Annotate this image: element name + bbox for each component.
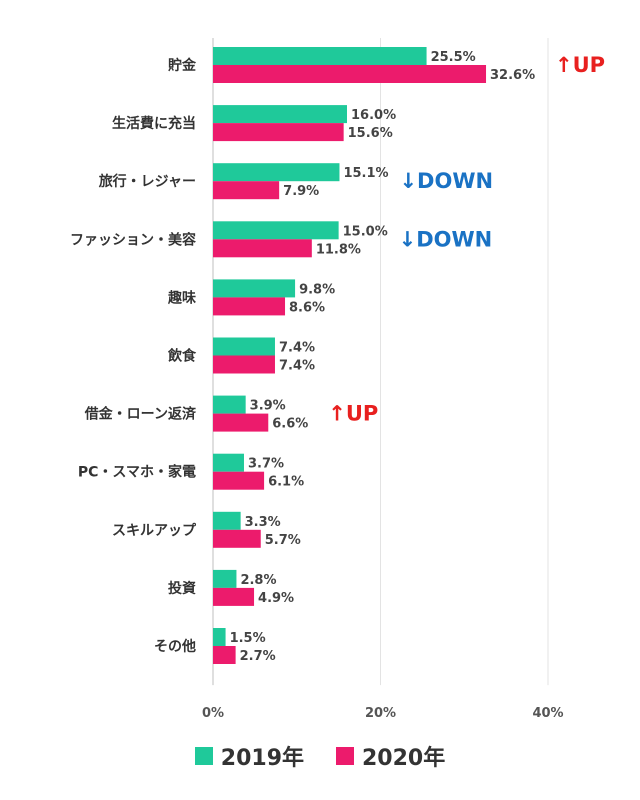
bar-2020年 (213, 413, 269, 432)
bar-2020年 (213, 471, 265, 490)
value-label: 2.8% (240, 573, 276, 588)
value-label: 3.7% (248, 457, 284, 472)
bar-2019年 (213, 105, 347, 124)
value-label: 7.4% (279, 341, 315, 356)
value-label: 32.6% (490, 68, 535, 83)
bar-2019年 (213, 453, 244, 472)
category-label: 投資 (168, 580, 196, 597)
value-label: 7.4% (279, 359, 315, 374)
legend-label-2019: 2019年 (220, 746, 304, 771)
x-tick-label: 40% (532, 706, 563, 721)
bar-2020年 (213, 587, 255, 606)
value-label: 15.1% (343, 166, 388, 181)
category-label: スキルアップ (112, 523, 197, 539)
trend-annotation: ↓DOWN (399, 169, 493, 193)
value-label: 2.7% (240, 649, 276, 664)
bar-2019年 (213, 47, 427, 65)
legend-swatch-2019 (194, 747, 213, 765)
legend-label-2020: 2020年 (362, 746, 446, 771)
value-label: 6.1% (268, 475, 304, 490)
bar-2019年 (213, 628, 226, 646)
category-label: 旅行・レジャー (99, 173, 196, 190)
bar-2020年 (213, 529, 261, 548)
bar-2020年 (213, 297, 286, 316)
value-label: 1.5% (230, 631, 266, 646)
category-label: その他 (154, 638, 196, 655)
value-label: 11.8% (316, 242, 361, 257)
value-label: 9.8% (299, 282, 335, 297)
bar-2019年 (213, 395, 246, 414)
value-label: 7.9% (283, 184, 319, 199)
category-label: ファッション・美容 (70, 231, 196, 248)
trend-annotation: ↑UP (328, 402, 378, 426)
value-label: 5.7% (265, 533, 301, 548)
legend-swatch-2020 (336, 747, 354, 765)
value-label: 16.0% (351, 108, 396, 123)
bar-layer (213, 47, 487, 664)
bar-2019年 (213, 163, 340, 182)
legend-item-2019: 2019年 (194, 740, 304, 772)
category-label: 生活費に充当 (112, 115, 196, 132)
category-label: 借金・ローン返済 (84, 406, 197, 423)
value-label: 3.9% (250, 399, 286, 414)
bar-2020年 (213, 646, 236, 664)
bar-2019年 (213, 569, 237, 588)
value-label: 8.6% (289, 300, 325, 315)
bar-2020年 (213, 355, 275, 374)
value-label: 6.6% (272, 417, 308, 432)
x-tick-label: 0% (202, 706, 224, 721)
bar-2019年 (213, 221, 339, 240)
category-label: PC・スマホ・家電 (78, 464, 196, 481)
bar-2020年 (213, 123, 344, 142)
value-label: 15.6% (348, 126, 393, 141)
label-layer: 0% 20% 40% 貯金 25.5% 32.6% 生活費に充当 16.0% 15.6% 旅行・レ… (70, 50, 605, 721)
bar-2020年 (213, 239, 312, 258)
value-label: 15.0% (343, 224, 388, 239)
category-label: 貯金 (168, 57, 197, 74)
category-label: 飲食 (167, 348, 197, 365)
trend-annotation: ↑UP (555, 53, 605, 77)
bar-2020年 (213, 65, 487, 83)
x-tick-label: 20% (365, 706, 396, 721)
bar-2019年 (213, 279, 296, 298)
legend: 2019年 2020年 (0, 740, 640, 772)
value-label: 3.3% (245, 515, 281, 530)
bar-2019年 (213, 337, 275, 356)
category-label: 趣味 (167, 289, 196, 306)
bar-2020年 (213, 181, 280, 200)
bar-2019年 (213, 511, 241, 530)
trend-annotation: ↓DOWN (399, 227, 493, 251)
value-label: 25.5% (431, 50, 476, 65)
legend-item-2020: 2020年 (336, 740, 445, 772)
value-label: 4.9% (258, 591, 294, 606)
